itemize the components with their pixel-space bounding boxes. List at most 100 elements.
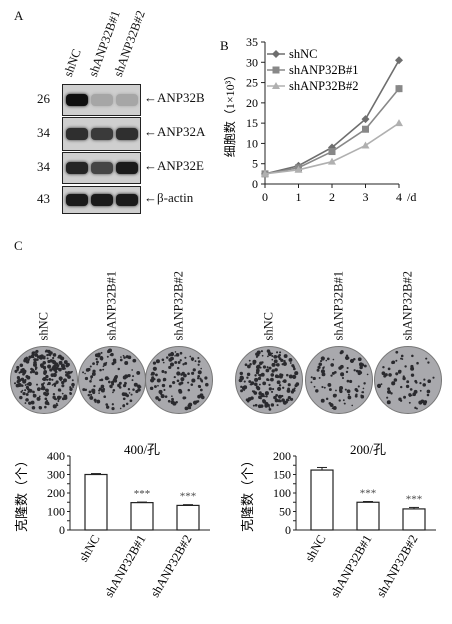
colony	[271, 354, 274, 357]
colony	[358, 362, 364, 367]
colony	[388, 373, 392, 377]
colony	[95, 358, 98, 361]
colony	[32, 351, 35, 354]
colony	[346, 379, 350, 383]
colony	[102, 368, 105, 371]
colony	[254, 377, 259, 382]
colony	[91, 372, 96, 376]
colony	[58, 367, 62, 372]
colony	[33, 358, 36, 361]
colony	[26, 383, 29, 386]
colony	[330, 374, 333, 377]
colony	[276, 363, 280, 367]
colony	[344, 355, 350, 361]
colony	[162, 361, 165, 364]
colony	[131, 369, 133, 371]
colony	[426, 389, 431, 394]
colony	[64, 367, 66, 370]
colony	[360, 394, 363, 397]
colony	[201, 380, 204, 383]
blot-target-label: ←β-actin	[144, 190, 194, 205]
y-tick-label: 100	[273, 486, 291, 500]
colony	[399, 399, 403, 402]
colony-count-chart-200: 0 50 100 150 200 克隆数（个） 200/孔 shNC *** shANP32B#1…	[240, 442, 436, 600]
colony	[271, 369, 275, 373]
molecular-weight-label: 34	[37, 125, 50, 140]
colony	[99, 368, 102, 372]
colony	[22, 372, 25, 376]
data-point	[272, 66, 280, 74]
protein-band	[116, 94, 138, 106]
protein-band	[66, 128, 88, 140]
colony	[132, 358, 137, 363]
colony	[25, 385, 30, 390]
colony	[426, 393, 430, 397]
colony	[82, 388, 86, 392]
colony	[30, 354, 34, 359]
colony	[100, 378, 104, 382]
colony	[21, 389, 24, 392]
colony	[127, 355, 132, 360]
colony	[419, 389, 422, 392]
colony-spots	[82, 348, 142, 411]
colony	[258, 373, 262, 377]
colony	[45, 388, 49, 392]
colony	[107, 377, 110, 380]
colony	[342, 399, 345, 402]
colony	[243, 380, 246, 383]
colony	[318, 362, 323, 367]
colony	[155, 396, 159, 400]
colony	[270, 377, 274, 382]
colony	[60, 356, 64, 359]
protein-band	[66, 194, 88, 206]
colony	[414, 406, 417, 409]
colony	[52, 392, 56, 396]
colony	[174, 361, 178, 364]
protein-band	[66, 94, 88, 106]
colony	[255, 355, 259, 359]
colony	[100, 358, 103, 361]
legend-label: shANP32B#1	[289, 63, 358, 77]
panel-a-label: A	[14, 8, 24, 23]
colony-count-chart-400: 0 100 200 300 400 克隆数（个） 400/孔 shNC *** shANP32B#…	[14, 442, 210, 600]
colony-bar-plot-400: 0 100 200 300 400 克隆数（个） 400/孔 shNC *** shANP32B#…	[14, 442, 210, 600]
colony	[124, 382, 127, 385]
significance-marker: ***	[180, 491, 197, 503]
colony	[184, 356, 187, 359]
colony	[321, 372, 326, 377]
colony	[323, 386, 326, 389]
colony	[61, 384, 65, 388]
colony	[425, 357, 428, 360]
colony	[259, 397, 262, 400]
colony	[89, 379, 92, 383]
colony	[84, 376, 89, 381]
colony	[174, 355, 176, 357]
colony	[179, 351, 183, 355]
colony	[47, 381, 51, 386]
colony	[432, 376, 435, 379]
colony	[260, 372, 265, 377]
colony	[164, 371, 167, 374]
colony	[158, 389, 163, 394]
colony	[188, 402, 193, 407]
colony	[46, 353, 49, 357]
colony	[177, 361, 181, 364]
colony	[34, 352, 38, 357]
colony	[328, 388, 332, 392]
colony	[171, 395, 173, 398]
colony	[262, 399, 267, 404]
x-tick-label: 3	[363, 190, 369, 204]
y-tick-label: 200	[47, 486, 65, 500]
protein-band	[91, 194, 113, 206]
colony	[14, 369, 18, 373]
colony	[87, 393, 91, 397]
colony	[257, 364, 261, 368]
colony	[61, 380, 65, 385]
colony	[414, 379, 418, 383]
colony	[27, 381, 32, 387]
colony	[33, 360, 37, 365]
category-label: shNC	[76, 533, 102, 565]
colony	[183, 396, 187, 400]
colony	[287, 383, 291, 387]
colony	[155, 373, 158, 377]
